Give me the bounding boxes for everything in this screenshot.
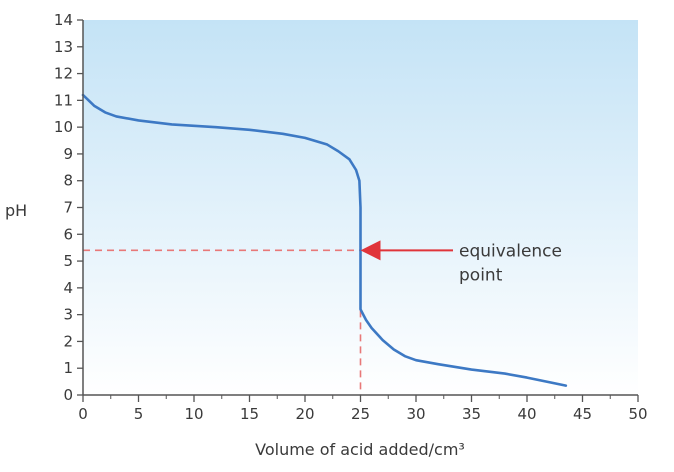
y-tick-label: 12 [54, 65, 73, 83]
x-tick-label: 10 [184, 405, 203, 423]
y-tick-label: 3 [63, 306, 73, 324]
x-tick-label: 45 [573, 405, 592, 423]
x-tick-label: 0 [78, 405, 88, 423]
equivalence-label: equivalence [459, 241, 562, 261]
x-ticks: 0 5 10 15 20 25 30 35 40 45 50 [78, 395, 648, 423]
x-tick-label: 35 [462, 405, 481, 423]
x-tick-label: 25 [351, 405, 370, 423]
y-tick-label: 6 [63, 225, 73, 243]
x-tick-label: 5 [134, 405, 144, 423]
y-tick-label: 8 [63, 172, 73, 190]
y-tick-label: 13 [54, 38, 73, 56]
y-tick-label: 0 [63, 386, 73, 404]
x-tick-label: 15 [240, 405, 259, 423]
series-layer [81, 93, 568, 387]
y-tick-label: 4 [63, 279, 73, 297]
x-tick-label: 30 [406, 405, 425, 423]
titration-curve [81, 93, 568, 387]
y-tick-label: 5 [63, 252, 73, 270]
x-tick-label: 50 [628, 405, 647, 423]
y-axis-title: pH [5, 201, 27, 220]
y-tick-label: 1 [63, 359, 73, 377]
y-tick-label: 7 [63, 199, 73, 217]
x-tick-label: 40 [517, 405, 536, 423]
y-tick-label: 14 [54, 11, 73, 29]
y-tick-label: 2 [63, 332, 73, 350]
equivalence-annotation: equivalence point [360, 240, 562, 285]
y-tick-label: 10 [54, 118, 73, 136]
y-tick-label: 11 [54, 91, 73, 109]
y-tick-label: 9 [63, 145, 73, 163]
x-tick-label: 20 [295, 405, 314, 423]
equivalence-label: point [459, 265, 503, 285]
x-axis-title: Volume of acid added/cm³ [255, 440, 465, 459]
